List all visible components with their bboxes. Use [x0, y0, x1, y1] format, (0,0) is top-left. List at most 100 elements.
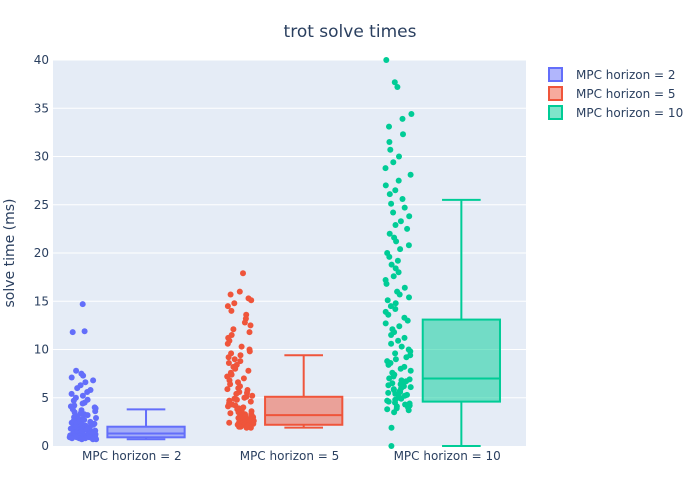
data-point	[396, 153, 402, 160]
data-point	[390, 273, 397, 280]
legend-item-2[interactable]: MPC horizon = 5	[548, 86, 676, 101]
data-point	[82, 379, 89, 386]
data-point	[386, 375, 393, 382]
data-point	[241, 319, 248, 326]
data-point	[386, 123, 392, 130]
data-point	[245, 367, 252, 374]
data-point	[386, 253, 393, 260]
y-tick-label: 20	[34, 246, 49, 260]
data-point	[396, 323, 403, 330]
data-point	[388, 443, 395, 449]
data-point	[68, 374, 75, 381]
x-tick-label: MPC horizon = 2	[82, 449, 182, 463]
data-point	[240, 375, 247, 382]
data-point	[81, 416, 88, 423]
data-point	[382, 320, 389, 327]
data-point	[236, 288, 243, 295]
data-point	[92, 408, 99, 415]
y-axis-title: solve time (ms)	[2, 198, 18, 307]
x-tick-label: MPC horizon = 10	[394, 449, 501, 463]
data-point	[407, 367, 414, 374]
data-point	[387, 303, 394, 310]
legend-label: MPC horizon = 2	[576, 68, 676, 82]
y-tick-label: 25	[34, 198, 49, 212]
data-point	[388, 200, 395, 207]
data-point	[392, 222, 399, 228]
series-1	[66, 301, 186, 443]
data-point	[388, 424, 395, 431]
data-point	[383, 57, 390, 63]
legend-swatch	[548, 86, 563, 101]
data-point	[231, 356, 238, 363]
data-point	[405, 407, 412, 414]
data-point	[81, 328, 88, 335]
data-point	[397, 218, 404, 225]
data-point	[74, 385, 81, 392]
data-point	[385, 311, 392, 318]
legend-item-3[interactable]: MPC horizon = 10	[548, 105, 683, 120]
data-point	[397, 365, 404, 372]
legend-label: MPC horizon = 5	[576, 87, 676, 101]
data-point	[246, 329, 253, 336]
data-point	[406, 294, 412, 301]
data-point	[90, 377, 97, 384]
data-point	[392, 356, 399, 363]
y-tick-label: 10	[34, 343, 49, 357]
grid-lines	[53, 59, 526, 399]
iqr-box[interactable]	[106, 425, 186, 439]
data-point	[397, 246, 404, 253]
data-point	[388, 261, 395, 268]
data-point	[227, 381, 234, 388]
data-point	[387, 146, 394, 153]
data-point	[386, 230, 393, 237]
data-point	[404, 225, 411, 232]
data-point	[233, 390, 240, 397]
data-point	[249, 392, 256, 399]
data-point	[385, 389, 392, 396]
data-point	[384, 406, 391, 413]
data-point	[237, 352, 244, 359]
data-point	[70, 397, 77, 404]
data-point	[399, 115, 406, 122]
legend-item-1[interactable]: MPC horizon = 2	[548, 67, 676, 82]
y-tick-label: 15	[34, 294, 49, 308]
data-point	[79, 400, 86, 407]
data-point	[67, 425, 74, 432]
y-tick-label: 30	[34, 150, 49, 164]
data-point	[68, 390, 75, 397]
data-point	[382, 182, 389, 189]
y-tick-labels: 0 5 10 15 20 25 30 35 40	[34, 53, 49, 453]
data-point	[238, 343, 245, 350]
data-point	[392, 300, 399, 307]
data-point	[246, 348, 253, 355]
legend-swatch	[548, 67, 563, 82]
data-point	[233, 396, 240, 403]
data-point	[401, 284, 408, 291]
data-point	[404, 317, 411, 324]
data-point	[384, 297, 391, 304]
data-point	[391, 79, 398, 86]
data-point	[241, 394, 248, 401]
data-point	[385, 398, 392, 405]
data-point	[230, 326, 237, 333]
data-point	[225, 403, 231, 410]
data-point	[400, 131, 406, 138]
data-point	[224, 386, 231, 393]
data-point	[79, 301, 86, 308]
data-point	[401, 334, 408, 341]
iqr-box[interactable]	[264, 395, 344, 426]
data-point	[89, 436, 96, 443]
legend[interactable]: MPC horizon = 2 MPC horizon = 5 MPC horizo…	[548, 67, 683, 120]
legend-swatch	[548, 105, 563, 120]
series-2	[224, 270, 344, 431]
iqr-box[interactable]	[421, 318, 501, 403]
y-tick-label: 40	[34, 53, 49, 67]
data-point	[231, 300, 238, 307]
data-point	[406, 213, 413, 220]
data-point	[388, 332, 395, 338]
data-point	[398, 395, 405, 402]
x-tick-labels: MPC horizon = 2 MPC horizon = 5 MPC horizo…	[82, 449, 501, 463]
data-point	[386, 139, 393, 145]
data-point	[401, 204, 408, 211]
